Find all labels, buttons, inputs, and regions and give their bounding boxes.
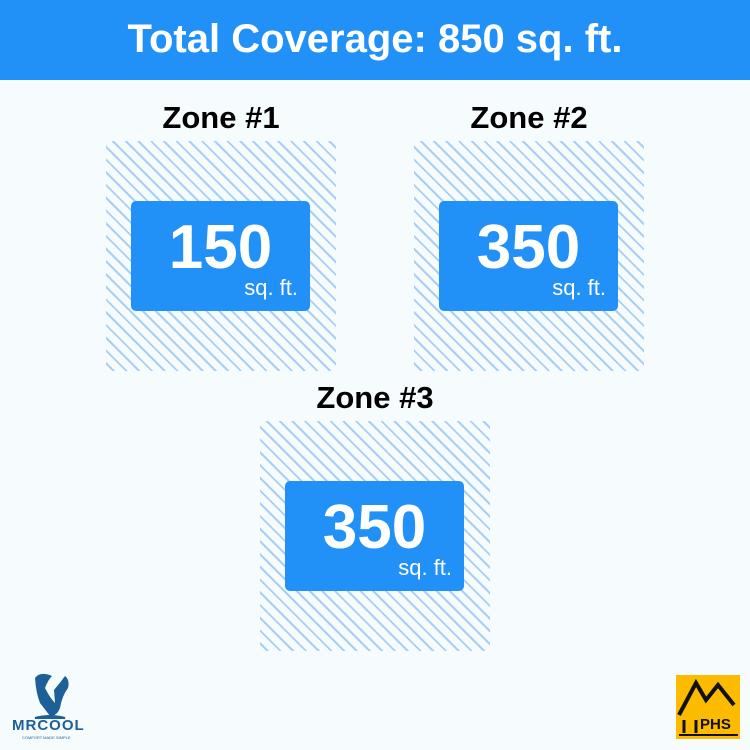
svg-text:MRCOOL: MRCOOL: [12, 717, 85, 734]
mrcool-logo: MRCOOL COMFORT MADE SIMPLE: [10, 668, 115, 743]
zone-1-value: 150: [168, 213, 273, 282]
zone-3-title: Zone #3: [316, 380, 434, 415]
zone-1-card: 150 sq. ft.: [131, 201, 310, 311]
zone-3-area: 350 sq. ft.: [260, 421, 490, 651]
svg-text:COMFORT MADE SIMPLE: COMFORT MADE SIMPLE: [22, 735, 71, 740]
polar-bear-icon: MRCOOL COMFORT MADE SIMPLE: [12, 673, 85, 740]
zone-2-area: 350 sq. ft.: [414, 141, 644, 371]
zone-1-title: Zone #1: [162, 100, 280, 135]
zone-1-area: 150 sq. ft.: [106, 141, 336, 371]
zone-2-value: 350: [476, 213, 581, 282]
zone-2-title: Zone #2: [470, 100, 588, 135]
zone-2-card: 350 sq. ft.: [439, 201, 618, 311]
zone-2-unit: sq. ft.: [552, 275, 606, 300]
phs-logo: PHS: [676, 675, 740, 739]
zone-1-unit: sq. ft.: [244, 275, 298, 300]
zone-3-unit: sq. ft.: [398, 555, 452, 580]
svg-text:PHS: PHS: [700, 716, 731, 733]
zone-3-card: 350 sq. ft.: [285, 481, 464, 591]
page-title: Total Coverage: 850 sq. ft.: [0, 0, 750, 80]
zone-3-value: 350: [322, 493, 427, 562]
house-icon: PHS: [677, 678, 738, 736]
